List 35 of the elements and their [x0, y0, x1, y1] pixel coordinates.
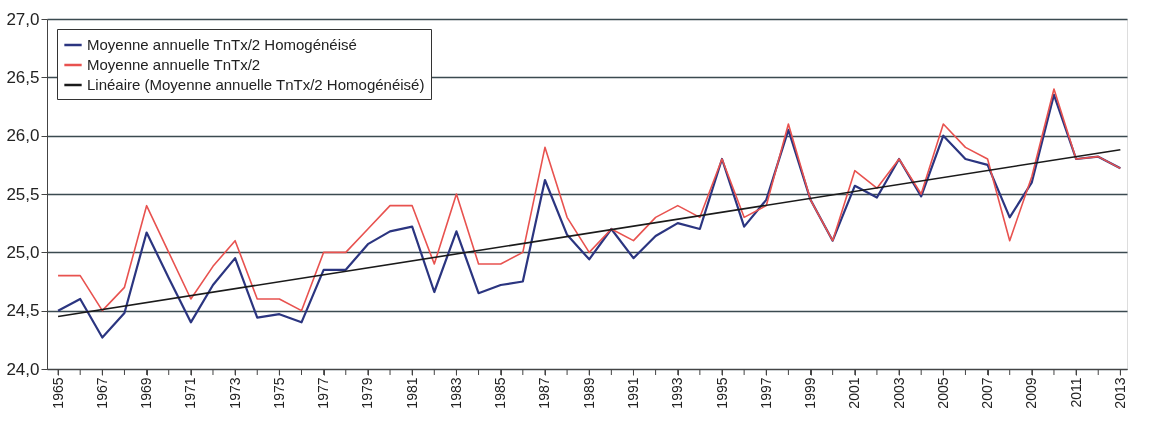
x-tick-label: 1965 — [49, 377, 66, 409]
x-tick-label: 1973 — [226, 377, 243, 409]
x-tick-label: 1967 — [93, 377, 110, 409]
x-tick-label: 2003 — [890, 377, 907, 409]
legend-label: Moyenne annuelle TnTx/2 — [87, 56, 261, 73]
x-tick-label: 1995 — [713, 377, 730, 409]
x-tick-label: 2005 — [934, 377, 951, 409]
x-tick-label: 1969 — [138, 377, 155, 409]
y-tick-label: 25,0 — [6, 242, 40, 262]
x-tick-label: 1979 — [359, 377, 376, 409]
x-tick-label: 1993 — [669, 377, 686, 409]
x-tick-label: 1985 — [492, 377, 509, 409]
x-tick-label: 1977 — [315, 377, 332, 409]
y-tick-label: 26,0 — [6, 126, 40, 146]
y-tick-label: 27,0 — [6, 9, 40, 29]
y-tick-label: 26,5 — [6, 67, 40, 87]
x-tick-label: 1971 — [182, 377, 199, 409]
legend-label: Moyenne annuelle TnTx/2 Homogénéisé — [87, 36, 357, 53]
x-tick-label: 1983 — [447, 377, 464, 409]
y-tick-label: 24,0 — [6, 359, 40, 379]
x-tick-label: 2011 — [1067, 377, 1084, 408]
x-tick-label: 1997 — [757, 377, 774, 409]
x-tick-label: 2009 — [1023, 377, 1040, 409]
x-tick-label: 2001 — [846, 377, 863, 409]
x-tick-label: 2013 — [1111, 377, 1128, 409]
x-tick-label: 2007 — [979, 377, 996, 409]
legend-label: Linéaire (Moyenne annuelle TnTx/2 Homogénéisé) — [87, 76, 425, 93]
x-tick-label: 1989 — [580, 377, 597, 409]
y-tick-label: 25,5 — [6, 184, 40, 204]
x-tick-label: 1991 — [624, 377, 641, 409]
x-tick-label: 1987 — [536, 377, 553, 409]
y-tick-label: 24,5 — [6, 301, 40, 321]
x-tick-label: 1975 — [270, 377, 287, 409]
x-tick-label: 1981 — [403, 377, 420, 409]
x-tick-label: 1999 — [802, 377, 819, 409]
